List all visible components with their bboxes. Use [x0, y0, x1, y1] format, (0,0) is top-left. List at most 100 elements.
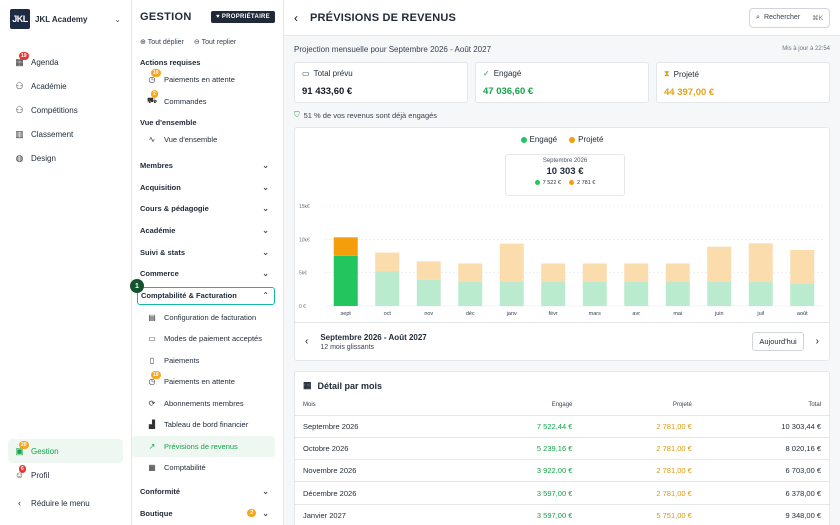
- rail-item-design[interactable]: ◍ Design: [0, 146, 131, 170]
- expand-all-button[interactable]: ⊕ Tout déplier: [140, 38, 184, 46]
- group-cours[interactable]: Cours & pédagogie ⌄: [132, 198, 283, 220]
- group-accounting[interactable]: Comptabilité & Facturation: [137, 286, 275, 305]
- cell-month: Octobre 2026: [295, 436, 461, 460]
- rail-item-label: Compétitions: [31, 105, 78, 115]
- x-tick-label: janv: [506, 311, 517, 317]
- nav-label: Prévisions de revenus: [164, 441, 238, 451]
- chevron-down-icon: ⌄: [262, 225, 269, 235]
- profil-badge: 6: [19, 464, 26, 473]
- nav-overview[interactable]: ∿ Vue d'ensemble: [132, 129, 283, 151]
- bar-engaged: [333, 255, 358, 306]
- x-tick-label: mai: [673, 311, 682, 317]
- card-icon: ▭: [148, 334, 156, 344]
- bar-projected: [665, 263, 690, 283]
- bar-engaged: [416, 279, 441, 306]
- nav-revenue-forecast[interactable]: ↗ Prévisions de revenus: [132, 435, 275, 458]
- group-conformite[interactable]: Conformité ⌄: [132, 481, 283, 503]
- brand-name: JKL Academy: [35, 14, 88, 24]
- search-shortcut: ⌘K: [812, 14, 823, 22]
- page-title: PRÉVISIONS DE REVENUS: [310, 11, 457, 24]
- calendar-icon: ▦: [303, 380, 312, 390]
- x-tick-label: sept: [341, 311, 352, 317]
- pending-badge: 10: [151, 370, 161, 379]
- rail-item-label: Agenda: [31, 57, 59, 67]
- bar-engaged: [707, 282, 732, 306]
- collapse-all-button[interactable]: ⊖ Tout replier: [194, 38, 236, 46]
- cell-total: 6 703,00 €: [699, 459, 829, 482]
- collapse-all-label: Tout replier: [201, 39, 237, 46]
- rail-item-academie[interactable]: ⚇ Académie: [0, 74, 131, 98]
- group-label: Cours & pédagogie: [140, 204, 209, 214]
- gestion-sidebar: GESTION ♥ PROPRIÉTAIRE ⊕ Tout déplier ⊖ …: [132, 0, 284, 525]
- period-subtitle: 12 mois glissants: [320, 343, 375, 351]
- bar-projected: [375, 252, 400, 272]
- pending-badge: 10: [151, 68, 161, 77]
- chevron-down-icon: ⌄: [114, 14, 121, 24]
- group-suivi[interactable]: Suivi & stats ⌄: [132, 241, 283, 263]
- bar-projected: [707, 246, 732, 283]
- reduce-menu-button[interactable]: ‹ Réduire le menu: [0, 491, 131, 515]
- nav-billing-config[interactable]: ▤ Configuration de facturation: [132, 307, 283, 329]
- nav-financial-dashboard[interactable]: ▟ Tableau de bord financier: [132, 414, 283, 436]
- x-tick-label: juil: [756, 311, 764, 317]
- building-icon: ▤: [148, 312, 156, 322]
- group-academie[interactable]: Académie ⌄: [132, 220, 283, 242]
- cell-engaged: 5 239,16 €: [460, 436, 581, 460]
- card-value: 91 433,60 €: [302, 86, 353, 97]
- nav-accounting[interactable]: ▦ Comptabilité: [132, 457, 283, 479]
- nav-payments[interactable]: ▯ Paiements: [132, 350, 283, 372]
- nav-label: Paiements en attente: [164, 75, 235, 85]
- nav-label: Abonnements membres: [164, 398, 244, 408]
- nav-pending-payments-2[interactable]: ◷ 10 Paiements en attente: [132, 370, 283, 393]
- rail-item-label: Gestion: [31, 446, 59, 456]
- group-label: Commerce: [140, 269, 179, 279]
- table-row: Décembre 2026 3 597,00 €2 781,00 €6 378,0…: [295, 481, 829, 505]
- tooltip-total: 10 303 €: [546, 166, 584, 177]
- clock-icon: ◷ 10: [148, 370, 161, 387]
- group-commerce[interactable]: Commerce ⌄: [132, 263, 283, 285]
- group-membres[interactable]: Membres ⌄: [132, 155, 283, 177]
- card-value: 44 397,00 €: [664, 87, 715, 98]
- rail-item-agenda[interactable]: ▦ 19 Agenda: [0, 50, 131, 74]
- brand-switcher[interactable]: JKL JKL Academy ⌄: [0, 2, 131, 36]
- nav-payment-modes[interactable]: ▭ Modes de paiement acceptés: [132, 328, 283, 350]
- card-label: Projeté: [673, 69, 699, 79]
- nav-orders[interactable]: ⛟ 2 Commandes: [132, 90, 283, 113]
- x-tick-label: juin: [714, 311, 724, 317]
- step-marker: 1: [130, 279, 144, 293]
- nav-label: Modes de paiement acceptés: [164, 334, 262, 344]
- cell-projected: 2 781,00 €: [580, 459, 700, 482]
- chevron-down-icon: ⌄: [262, 182, 269, 192]
- rail-item-gestion[interactable]: ▣ 20 Gestion: [8, 439, 123, 463]
- chart-tooltip: Septembre 2026 10 303 € 7 522 € 2 781 €: [505, 154, 625, 196]
- search-button[interactable]: ⌕ Rechercher ⌘K: [749, 7, 830, 28]
- updated-time: Mis à jour à 22:54: [782, 46, 830, 52]
- bar-chart-icon: ▟: [148, 420, 156, 430]
- rail-item-classement[interactable]: ▥ Classement: [0, 122, 131, 146]
- group-boutique[interactable]: Boutique 2 ⌄: [132, 502, 283, 524]
- palette-icon: ◍: [15, 152, 24, 163]
- legend-item-engaged[interactable]: Engagé: [520, 135, 557, 144]
- next-period-button[interactable]: ›: [815, 336, 819, 347]
- today-button[interactable]: Aujourd'hui: [752, 332, 804, 351]
- column-header: Mois: [303, 401, 316, 408]
- x-tick-label: mars: [589, 311, 601, 317]
- legend-item-projected[interactable]: Projeté: [569, 135, 603, 144]
- back-button[interactable]: ‹: [294, 10, 298, 25]
- x-tick-label: févr: [549, 311, 558, 317]
- nav-label: Tableau de bord financier: [164, 420, 249, 430]
- cell-projected: 5 751,00 €: [580, 503, 700, 525]
- group-label: Acquisition: [140, 182, 181, 192]
- nav-label: Vue d'ensemble: [164, 135, 218, 145]
- card-projected: ⧗ Projeté 44 397,00 €: [656, 62, 830, 103]
- rail-item-competitions[interactable]: ⚇ Compétitions: [0, 98, 131, 122]
- rail-item-label: Académie: [31, 81, 67, 91]
- rail-item-profil[interactable]: ☺ 6 Profil: [0, 463, 131, 487]
- prev-period-button[interactable]: ‹: [305, 336, 309, 347]
- nav-subscriptions[interactable]: ⟳ Abonnements membres: [132, 393, 283, 415]
- x-tick-label: avr: [632, 311, 640, 317]
- nav-pending-payments[interactable]: ◷ 10 Paiements en attente: [132, 68, 283, 91]
- search-label: Rechercher: [763, 14, 801, 21]
- bar-engaged: [375, 271, 400, 306]
- group-acquisition[interactable]: Acquisition ⌄: [132, 176, 283, 198]
